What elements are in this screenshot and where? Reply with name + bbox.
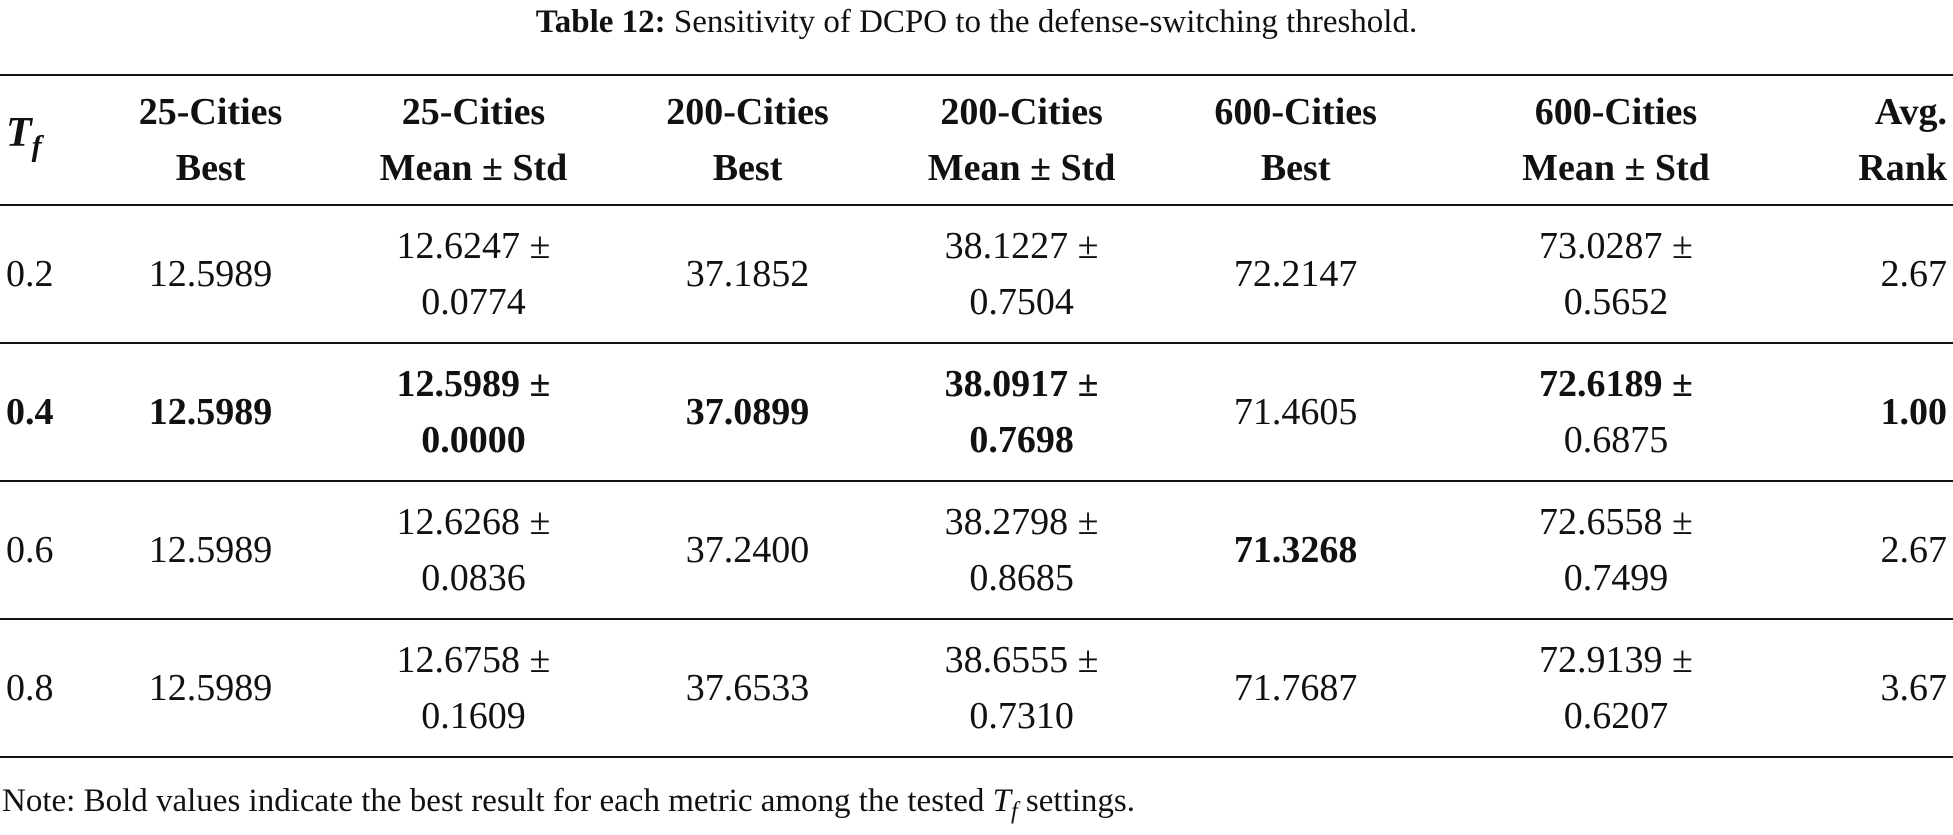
header-600-best: 600-Cities Best <box>1214 91 1377 189</box>
caption-text: Sensitivity of DCPO to the defense-switc… <box>673 4 1418 40</box>
cell-600-mean: 72.6558 ±0.7499 <box>1539 501 1693 599</box>
table-note: Note: Bold values indicate the best resu… <box>2 778 1135 835</box>
cell-600-mean: 73.0287 ±0.5652 <box>1539 225 1693 323</box>
cell-tf: 0.4 <box>6 391 54 433</box>
header-200-mean: 200-Cities Mean ± Std <box>927 91 1116 189</box>
cell-600-mean: 72.9139 ±0.6207 <box>1539 639 1693 737</box>
header-row: Tf 25-Cities Best 25-Cities Mean ± Std 200… <box>0 75 1953 205</box>
cell-rank: 1.00 <box>1880 391 1948 433</box>
cell-200-mean: 38.6555 ±0.7310 <box>944 639 1099 737</box>
table-row: 0.8 12.5989 12.6758 ±0.1609 37.6533 38.6… <box>0 619 1953 757</box>
cell-25-mean: 12.6758 ±0.1609 <box>396 639 551 737</box>
cell-25-best: 12.5989 <box>148 253 273 295</box>
cell-25-mean: 12.6268 ±0.0836 <box>396 501 551 599</box>
cell-600-best: 72.2147 <box>1233 253 1358 295</box>
cell-25-mean: 12.5989 ±0.0000 <box>396 363 551 461</box>
cell-600-best: 71.3268 <box>1233 529 1358 571</box>
results-table: Tf 25-Cities Best 25-Cities Mean ± Std 200… <box>0 74 1953 758</box>
note-text-end: settings. <box>1025 783 1135 819</box>
table-row: 0.6 12.5989 12.6268 ±0.0836 37.2400 38.2… <box>0 481 1953 619</box>
cell-25-best: 12.5989 <box>148 529 273 571</box>
cell-600-mean: 72.6189 ±0.6875 <box>1539 363 1693 461</box>
note-text: Note: Bold values indicate the best resu… <box>2 783 985 819</box>
cell-200-best: 37.2400 <box>685 529 810 571</box>
header-25-best: 25-Cities Best <box>138 91 283 189</box>
cell-200-best: 37.6533 <box>685 667 810 709</box>
cell-25-best: 12.5989 <box>148 667 273 709</box>
table-row: 0.4 12.5989 12.5989 ±0.0000 37.0899 38.0… <box>0 343 1953 481</box>
note-symbol: Tf <box>992 783 1018 825</box>
cell-200-best: 37.1852 <box>685 253 810 295</box>
cell-tf: 0.6 <box>6 529 54 571</box>
caption-label: Table 12: <box>535 4 666 40</box>
cell-600-best: 71.4605 <box>1233 391 1358 433</box>
table-caption: Table 12: Sensitivity of DCPO to the def… <box>0 0 1953 44</box>
cell-600-best: 71.7687 <box>1233 667 1358 709</box>
cell-tf: 0.8 <box>6 667 54 709</box>
header-200-best: 200-Cities Best <box>666 91 829 189</box>
table-row: 0.2 12.5989 12.6247 ±0.0774 37.1852 38.1… <box>0 205 1953 343</box>
cell-25-best: 12.5989 <box>148 391 273 433</box>
cell-rank: 2.67 <box>1880 529 1948 571</box>
header-avg-rank: Avg. Rank <box>1858 91 1947 189</box>
header-tf: Tf <box>6 110 42 163</box>
cell-200-mean: 38.2798 ±0.8685 <box>944 501 1099 599</box>
cell-rank: 2.67 <box>1880 253 1948 295</box>
header-25-mean: 25-Cities Mean ± Std <box>379 91 568 189</box>
cell-25-mean: 12.6247 ±0.0774 <box>396 225 551 323</box>
cell-rank: 3.67 <box>1880 667 1948 709</box>
cell-200-mean: 38.0917 ±0.7698 <box>944 363 1099 461</box>
cell-200-mean: 38.1227 ±0.7504 <box>944 225 1099 323</box>
cell-tf: 0.2 <box>6 253 54 295</box>
header-600-mean: 600-Cities Mean ± Std <box>1522 91 1710 189</box>
cell-200-best: 37.0899 <box>685 391 810 433</box>
